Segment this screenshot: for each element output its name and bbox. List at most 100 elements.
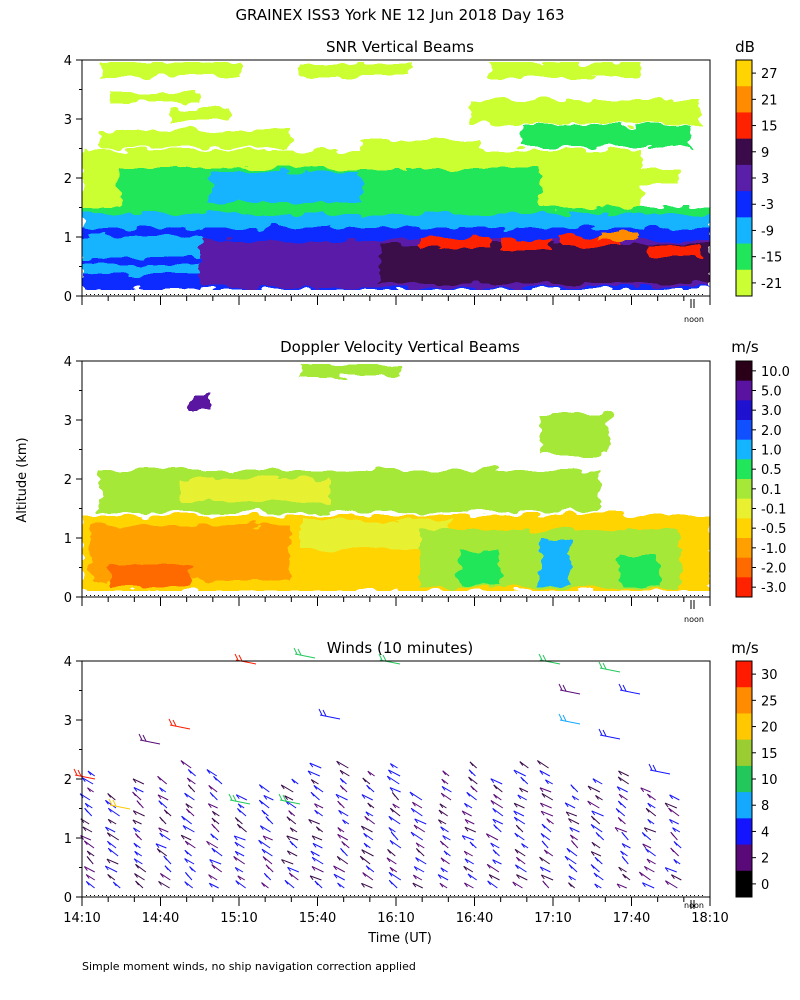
wind-barb-flag [180,760,185,765]
wind-barb-flag [336,760,341,766]
wind-barb-flag [490,778,495,783]
wind-barb [158,880,170,889]
wind-barb-flag [187,769,192,774]
wind-barb-flag [564,855,569,861]
wind-barb [279,799,301,805]
wind-barb-flag [643,866,648,871]
colorbar-label: 5.0 [761,385,782,400]
wind-barb-flag [83,840,88,846]
wind-barb-flag [562,714,567,722]
wind-barb-flag [314,880,319,886]
wind-barb-flag [648,763,653,771]
wind-barb [619,689,641,695]
colorbar-swatch [736,518,752,539]
wind-barb-flag [261,848,266,854]
wind-barb [390,807,401,817]
wind-barb-flag [107,840,111,846]
snr-colorbar: 27 21 15 9 3 -3 -9 -15 -21 [735,59,782,297]
colorbar-swatch [736,459,752,480]
wind-barb-flag [568,882,572,887]
wind-barb [415,857,427,865]
wind-barb [361,849,374,857]
wind-barb-flag [568,875,573,881]
wind-barb [362,872,374,881]
wind-barb-flag [382,654,387,662]
wind-barb-flag [664,802,669,808]
wind-barb-flag [468,769,473,775]
wind-barb-flag [310,791,315,797]
wind-barb-flag [366,784,371,790]
winds-barbs [73,647,682,889]
wind-barb-flag [189,866,193,871]
wind-barb [259,784,270,793]
doppler-field-band [110,565,190,587]
wind-barb [517,794,527,801]
wind-barb-flag [85,881,90,886]
wind-barb-flag [136,800,141,805]
wind-barb [415,842,425,849]
wind-barb-flag [665,880,669,886]
wind-barb-flag [671,874,675,879]
colorbar-label: 2 [761,852,769,867]
wind-barb [211,864,223,873]
wind-barb [463,850,473,857]
wind-barb-flag [598,661,603,669]
wind-barb [361,882,373,889]
wind-barb [413,866,425,873]
wind-barb-flag [517,794,522,800]
wind-barb-flag [365,865,370,871]
wind-barb [440,792,452,801]
wind-barb [569,827,580,833]
wind-barb [309,762,322,769]
colorbar-label: 25 [761,694,778,709]
wind-barb [545,779,553,785]
wind-barb [386,857,397,865]
wind-barb-flag [673,841,678,846]
wind-barb-flag [441,778,446,784]
wind-barb [414,818,427,825]
wind-barb-flag [519,761,524,766]
wind-barb [492,807,504,817]
wind-barb-flag [415,848,420,853]
wind-barb-flag [389,840,394,845]
wind-barb [132,778,145,785]
wind-barb-flag [105,800,109,805]
wind-barb-flag [590,851,595,856]
wind-barb-flag [642,882,646,887]
wind-barb [540,802,552,809]
wind-barb [235,850,245,857]
wind-barb-flag [322,709,327,717]
x-tick-label: 15:10 [220,911,257,926]
wind-barb-flag [359,855,364,861]
wind-barb-flag [134,873,138,878]
wind-barb-flag [341,841,346,846]
wind-barb-flag [363,832,368,838]
x-tick-label: 15:40 [299,911,336,926]
wind-barb-flag [287,866,291,872]
wind-barb-flag [442,835,447,840]
wind-barb [336,855,349,865]
wind-barb-flag [673,859,678,864]
doppler-field-band [460,550,500,586]
wind-barb-flag [463,850,468,856]
wind-barb-flag [159,787,163,792]
wind-barb-flag [87,770,92,776]
wind-barb-flag [647,802,652,808]
wind-barb-flag [367,770,372,776]
y-tick-label: 3 [64,714,72,729]
wind-barb-flag [442,770,447,776]
wind-barb [668,807,680,817]
wind-barb [338,809,349,817]
wind-barb-flag [172,719,177,727]
wind-barb [311,865,324,873]
wind-barb-flag [538,653,543,661]
wind-barb-flag [488,874,493,879]
wind-barb-flag [297,648,302,656]
wind-barb-flag [515,824,520,830]
colorbar-label: 0 [761,878,769,893]
wind-barb-flag [539,787,544,793]
snr-x-axis [81,294,711,308]
wind-barb [106,858,119,865]
wind-barb-flag [237,803,242,809]
wind-barb [287,866,299,873]
